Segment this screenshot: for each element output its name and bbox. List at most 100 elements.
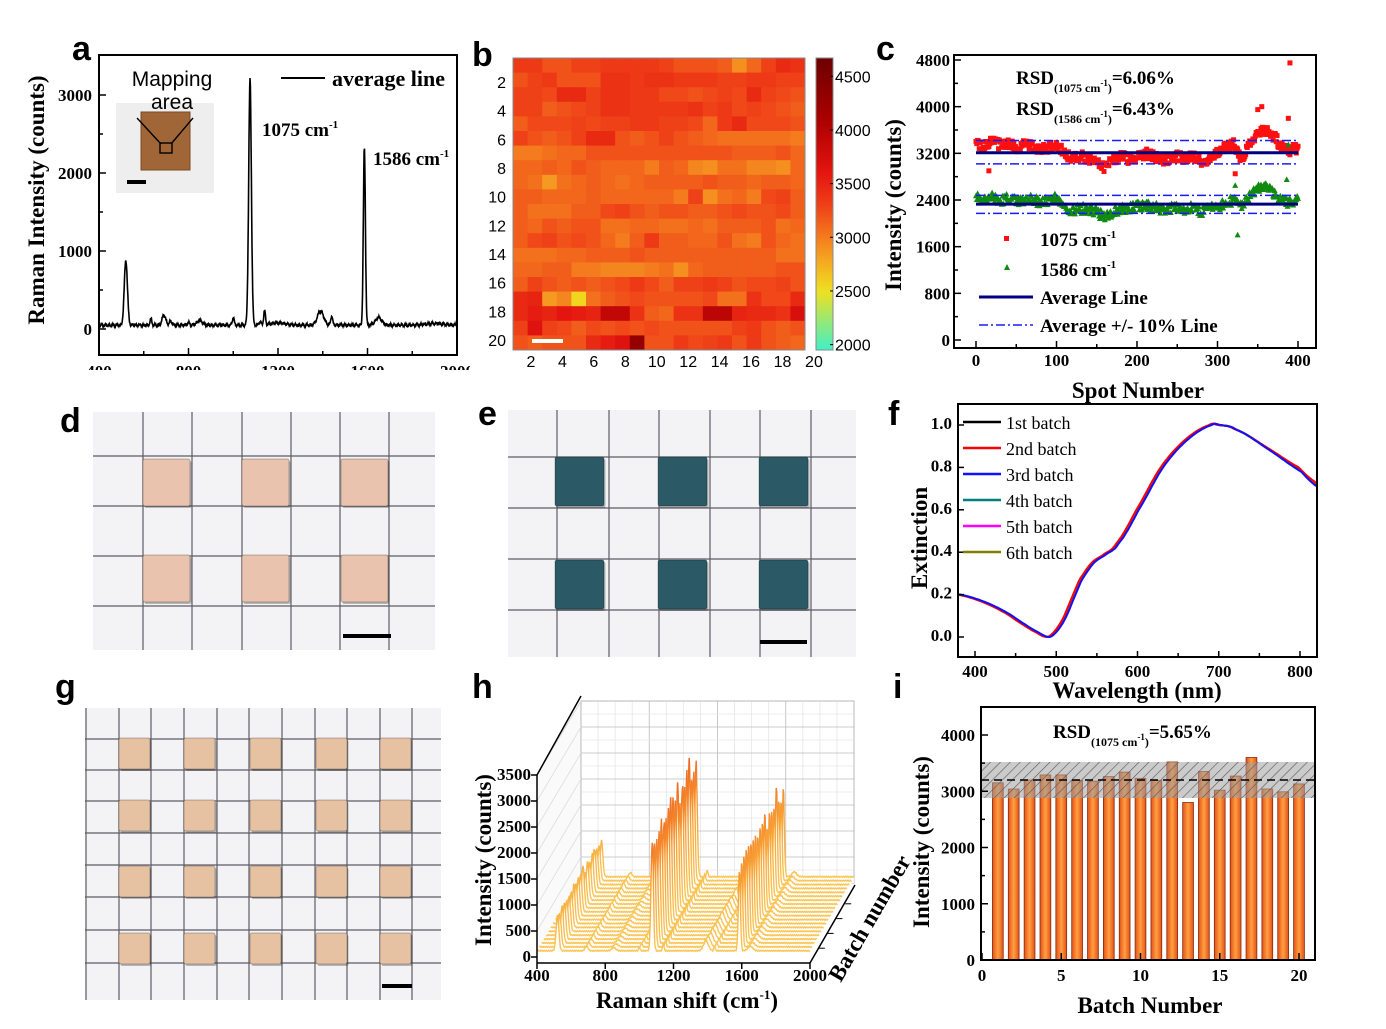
heatmap-cell bbox=[702, 204, 718, 219]
data-point bbox=[1285, 141, 1292, 147]
heatmap-cell bbox=[527, 131, 543, 146]
batch-spectrum-trace bbox=[566, 786, 841, 902]
x-tick-label: 400 bbox=[86, 362, 112, 381]
heatmap-cell bbox=[586, 116, 601, 132]
x-tick-label: 2000 bbox=[793, 966, 827, 985]
x-tick-label: 0 bbox=[978, 966, 987, 985]
heatmap-cell bbox=[702, 116, 718, 132]
heatmap-cell bbox=[659, 291, 674, 307]
heatmap-cell bbox=[513, 291, 528, 307]
heatmap-cell bbox=[732, 145, 747, 161]
data-point bbox=[1006, 145, 1012, 151]
y-tick-label: 2000 bbox=[58, 164, 92, 183]
heatmap-cell bbox=[775, 160, 791, 176]
x-tick-label: 100 bbox=[1044, 351, 1070, 370]
spectrum-line bbox=[98, 77, 458, 330]
heatmap-cell bbox=[732, 218, 747, 234]
heatmap-cell bbox=[702, 145, 718, 161]
heatmap-cell bbox=[571, 131, 587, 146]
heatmap-cell bbox=[717, 160, 733, 176]
heatmap-cell bbox=[615, 145, 631, 161]
y-axis-label: Intensity (counts) bbox=[881, 119, 906, 291]
data-point bbox=[996, 146, 1002, 152]
bar-batch-4 bbox=[1039, 774, 1052, 961]
heatmap-cell bbox=[702, 160, 718, 176]
heatmap-cell bbox=[556, 58, 572, 73]
y-tick-label: 3000 bbox=[58, 86, 92, 105]
heatmap-cell bbox=[586, 160, 601, 176]
heatmap-cell bbox=[615, 218, 631, 234]
sample-chip bbox=[315, 865, 348, 898]
heatmap-cell bbox=[775, 247, 791, 263]
rsd-sub-end: ) bbox=[1145, 735, 1149, 749]
data-point bbox=[1248, 142, 1254, 148]
heatmap-cell bbox=[761, 204, 777, 219]
heatmap-cell bbox=[746, 101, 762, 117]
data-point bbox=[1245, 197, 1252, 204]
heatmap-cell bbox=[761, 160, 777, 176]
heatmap-cell bbox=[600, 218, 616, 234]
data-point bbox=[1095, 160, 1101, 166]
heatmap-cell bbox=[629, 101, 645, 117]
side-grid-line bbox=[536, 778, 582, 854]
heatmap-cell bbox=[746, 116, 762, 132]
data-point bbox=[1055, 147, 1061, 153]
colorbar-tick-label: 2000 bbox=[835, 338, 871, 355]
legend-marker-square bbox=[1004, 236, 1009, 241]
data-point bbox=[1190, 153, 1196, 159]
heatmap-cell bbox=[644, 204, 660, 219]
data-point bbox=[1274, 133, 1280, 139]
heatmap-cell bbox=[600, 72, 616, 88]
data-point bbox=[986, 168, 992, 174]
heatmap-cell bbox=[513, 116, 528, 132]
sample-chip bbox=[554, 559, 605, 610]
heatmap-cell bbox=[746, 320, 762, 336]
bar-batch-13 bbox=[1182, 802, 1194, 961]
heatmap-cell bbox=[761, 174, 777, 190]
data-point bbox=[978, 139, 984, 145]
legend-label: 5th batch bbox=[1006, 517, 1072, 537]
heatmap-cell bbox=[688, 291, 704, 307]
side-grid-line bbox=[536, 752, 582, 828]
heatmap-cell bbox=[732, 72, 747, 88]
x-tick-label: 15 bbox=[1211, 966, 1228, 985]
heatmap-cell bbox=[702, 87, 718, 103]
rsd-annotation: RSD(1075 cm-1)=6.06% bbox=[1016, 68, 1175, 95]
scale-bar bbox=[760, 640, 807, 644]
heatmap-cell bbox=[746, 291, 762, 307]
heatmap-cell bbox=[732, 204, 747, 219]
sample-chip bbox=[241, 458, 290, 507]
x-tick-label: 18 bbox=[774, 354, 792, 371]
heatmap-cell bbox=[556, 189, 572, 205]
heatmap-cell bbox=[732, 306, 747, 322]
heatmap-cell bbox=[513, 189, 528, 205]
data-point bbox=[1196, 153, 1202, 159]
heatmap-cell bbox=[527, 218, 543, 234]
data-point bbox=[1144, 146, 1150, 152]
data-point bbox=[1145, 198, 1152, 204]
rsd-band bbox=[981, 762, 1315, 798]
heatmap-cell bbox=[615, 189, 631, 205]
y-tick-label: 3500 bbox=[497, 765, 531, 784]
rsd-sup: -1 bbox=[1100, 78, 1108, 88]
data-point bbox=[1198, 162, 1204, 168]
heatmap-cell bbox=[513, 277, 528, 292]
bar-batch-5 bbox=[1055, 774, 1068, 961]
heatmap-cell bbox=[775, 204, 791, 219]
heatmap-cell bbox=[600, 204, 616, 219]
heatmap-cell bbox=[556, 320, 572, 336]
heatmap-cell bbox=[746, 306, 762, 322]
heatmap-cell bbox=[702, 320, 718, 336]
heatmap-cell bbox=[790, 277, 806, 292]
heatmap-cell bbox=[702, 174, 718, 190]
data-point bbox=[986, 144, 992, 150]
rsd-value: =6.06% bbox=[1112, 68, 1175, 89]
x-tick-label: 12 bbox=[679, 354, 697, 371]
heatmap-cell bbox=[659, 204, 674, 219]
heatmap-cell bbox=[688, 174, 704, 190]
sample-chip bbox=[657, 559, 708, 610]
legend-text: 1075 cm bbox=[1040, 230, 1107, 251]
heatmap-cell bbox=[673, 218, 689, 234]
heatmap-cell bbox=[717, 72, 733, 88]
extinction-curves bbox=[958, 422, 1318, 639]
